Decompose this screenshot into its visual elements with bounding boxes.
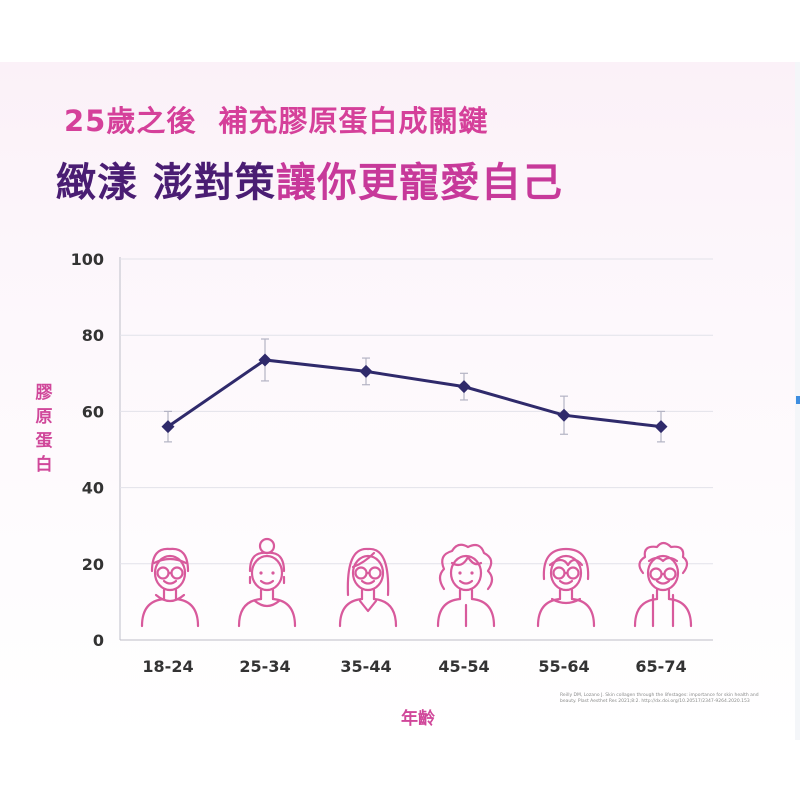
y-axis-label: 膠原蛋白 xyxy=(36,383,53,475)
x-tick-label: 18-24 xyxy=(142,657,193,676)
woman-glasses-icon xyxy=(140,547,200,628)
series-line xyxy=(167,358,662,429)
subheadline: 緻漾 澎對策讓你更寵愛自己 xyxy=(56,150,563,208)
age-icons xyxy=(140,537,693,628)
woman-curly-hair-icon xyxy=(436,543,496,628)
elderly-woman-glasses-icon xyxy=(633,541,693,628)
y-tick-label: 60 xyxy=(82,402,104,421)
y-axis-label-char: 原 xyxy=(36,407,53,427)
y-axis-label-char: 白 xyxy=(36,454,53,475)
source-note: Reilly DM, Lozano J. Skin collagen throu… xyxy=(560,693,759,704)
y-tick-label: 80 xyxy=(82,326,104,345)
error-bars xyxy=(164,338,665,443)
data-point xyxy=(258,353,272,367)
senior-woman-glasses-icon xyxy=(536,547,596,628)
y-tick-label: 40 xyxy=(82,479,104,498)
x-tick-label: 25-34 xyxy=(239,657,290,676)
subheadline-slogan: 讓你更寵愛自己 xyxy=(275,160,563,206)
y-tick-label: 0 xyxy=(93,631,104,650)
headline: 25歲之後 補充膠原蛋白成關鍵 xyxy=(64,104,489,138)
data-point xyxy=(557,408,571,422)
x-tick-label: 45-54 xyxy=(438,657,489,676)
x-tick-label: 55-64 xyxy=(538,657,589,676)
data-point xyxy=(161,420,175,434)
woman-glasses-long-hair-icon xyxy=(338,547,398,628)
chart-card xyxy=(0,62,795,740)
y-axis-label-char: 蛋 xyxy=(36,431,53,451)
data-point xyxy=(457,380,471,394)
y-axis-label-char: 膠 xyxy=(36,383,53,403)
woman-bun-icon xyxy=(237,537,297,628)
y-tick-label: 100 xyxy=(71,250,104,269)
x-tick-label: 65-74 xyxy=(635,657,686,676)
grid xyxy=(119,257,713,641)
edge-marker xyxy=(796,396,800,404)
subheadline-brand: 緻漾 澎對策 xyxy=(56,160,276,206)
data-points xyxy=(161,353,668,434)
data-point xyxy=(359,364,373,378)
data-point xyxy=(654,420,668,434)
x-tick-labels: 18-24 25-34 35-44 45-54 55-64 65-74 xyxy=(142,657,686,676)
y-tick-labels: 0 20 40 60 80 100 xyxy=(71,250,104,650)
x-tick-label: 35-44 xyxy=(340,657,391,676)
y-tick-label: 20 xyxy=(82,555,104,574)
x-axis-label: 年齡 xyxy=(401,708,435,729)
